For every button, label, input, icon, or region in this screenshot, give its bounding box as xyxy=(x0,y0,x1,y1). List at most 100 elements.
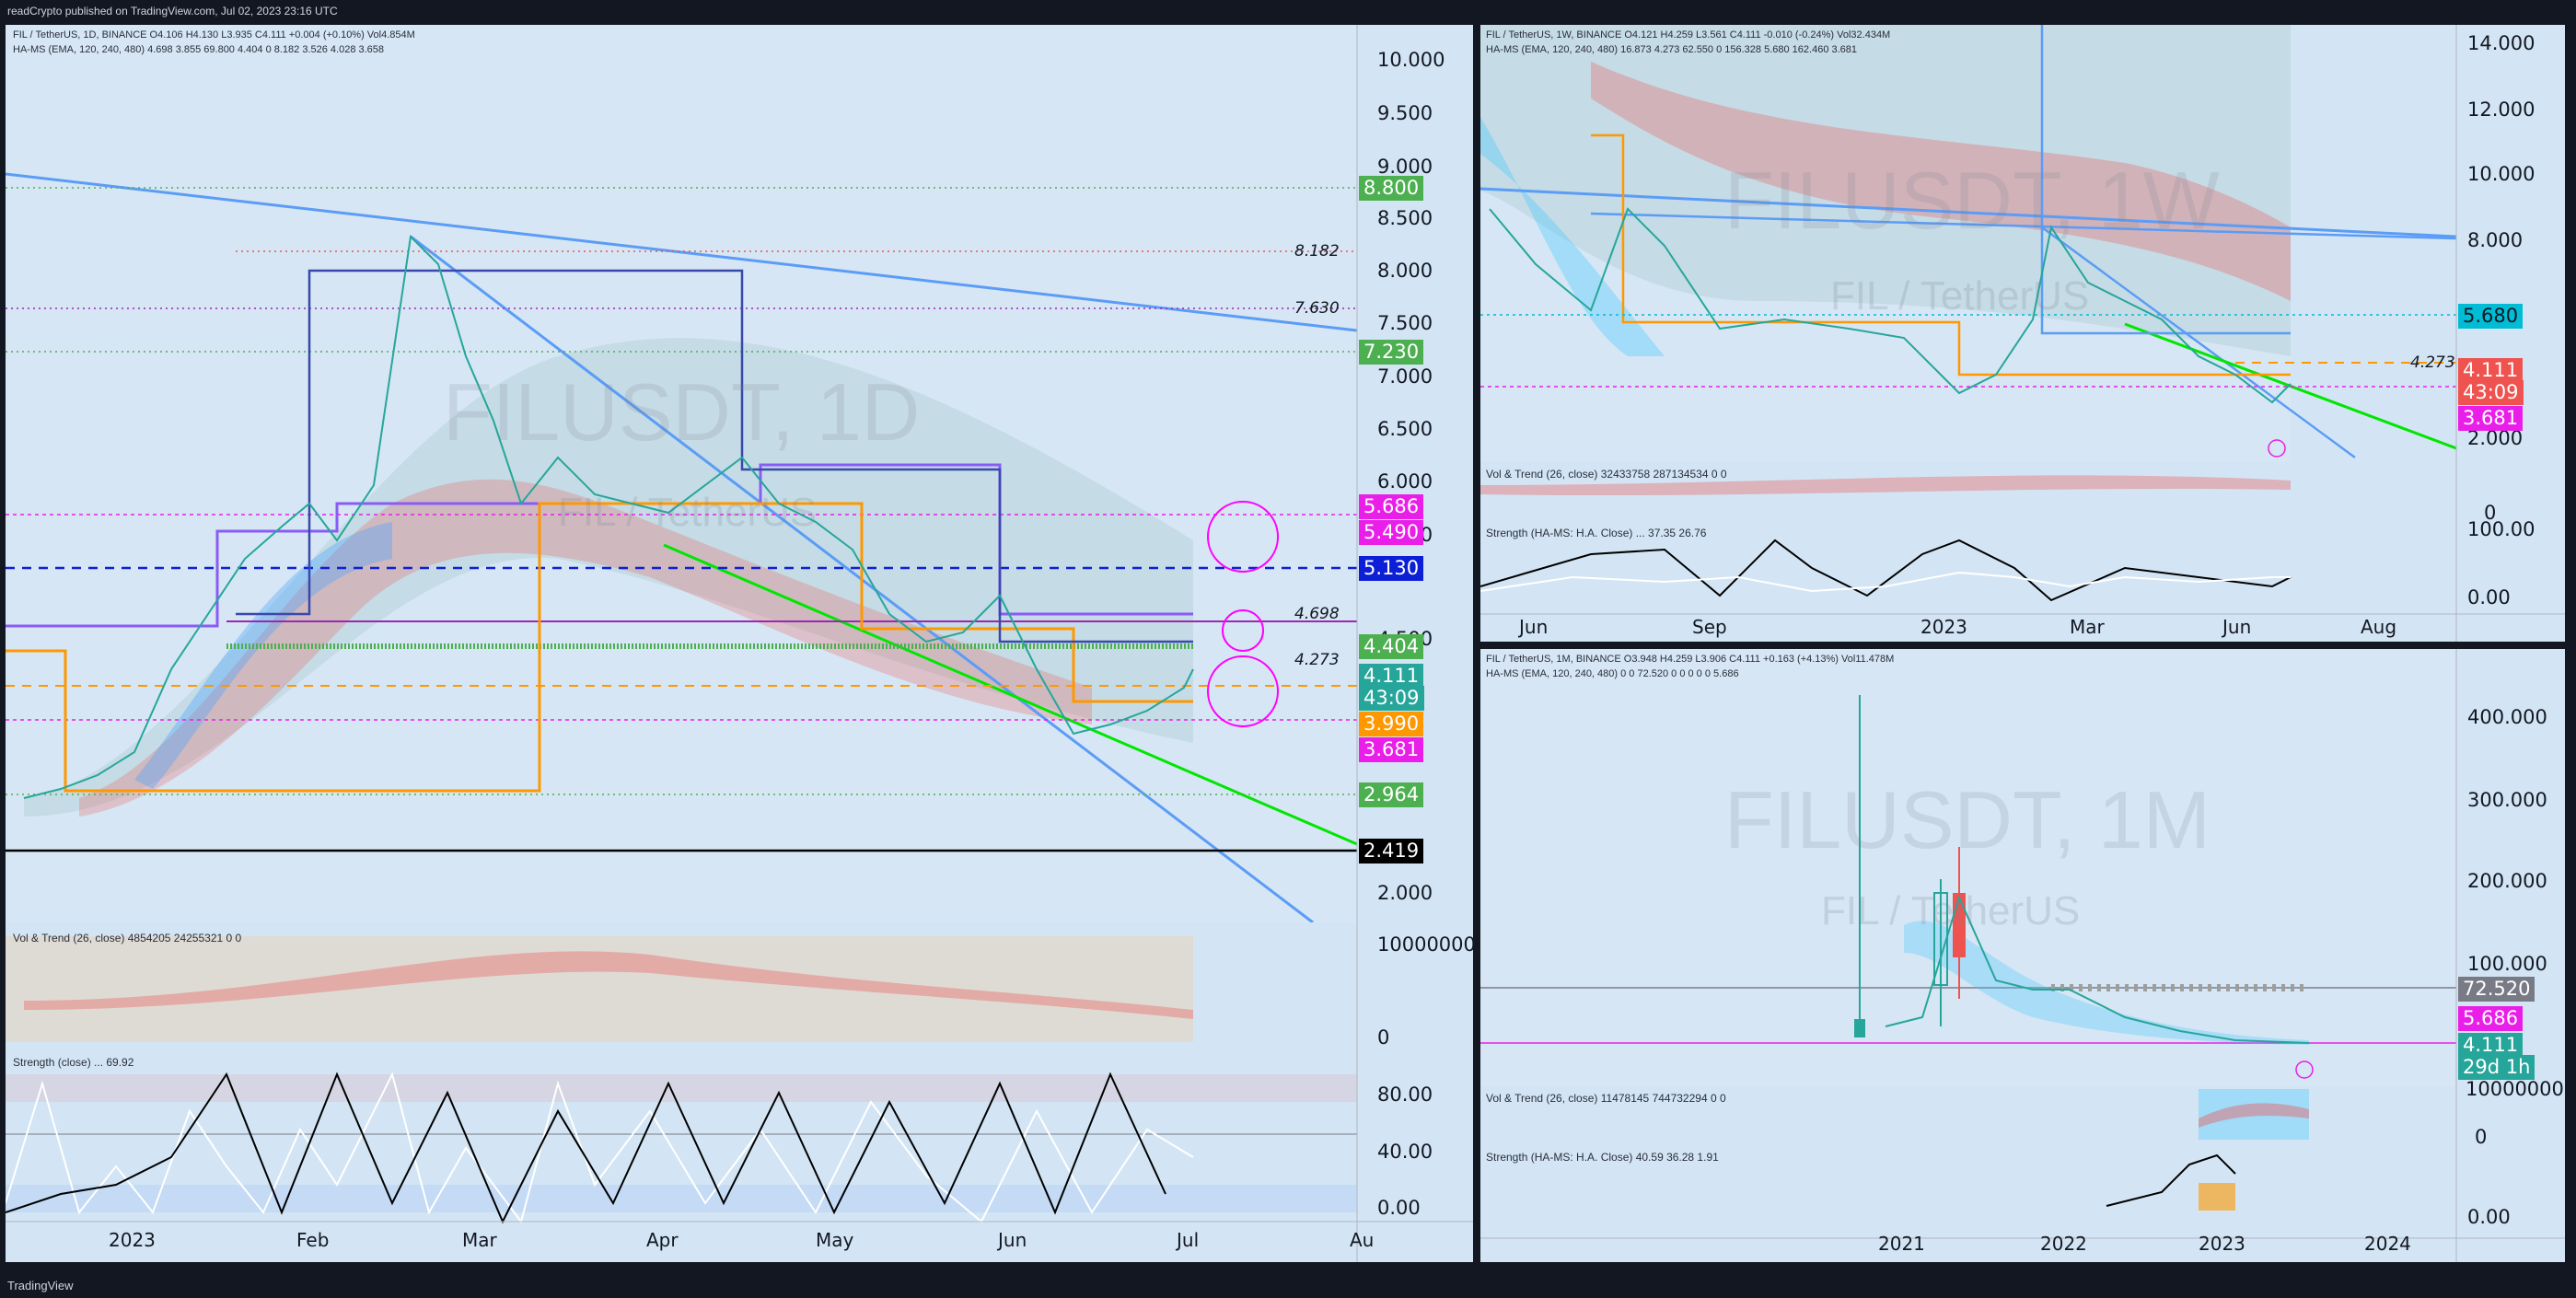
chart-1d-time-tick: 2023 xyxy=(109,1229,156,1251)
chart-1w-volume-label: Vol & Trend (26, close) 32433758 2871345… xyxy=(1486,468,1727,481)
tradingview-logo: TradingView xyxy=(7,1279,74,1292)
chart-1d-strength-axis: 0.00 xyxy=(1377,1197,1421,1219)
chart-1d-price-tag: 5.130 xyxy=(1359,556,1424,581)
chart-1w-level-label: 4.273 xyxy=(2410,353,2455,372)
chart-1m-price-tag: 5.686 xyxy=(2458,1006,2524,1031)
chart-1d-price-tag: 5.686 xyxy=(1359,494,1424,519)
chart-1m-strength-label: Strength (HA-MS: H.A. Close) 40.59 36.28… xyxy=(1486,1151,1719,1164)
chart-1w-time-tick: Jun xyxy=(2222,616,2252,638)
chart-1d-level-label: 7.630 xyxy=(1294,299,1340,318)
footer-bar: TradingView xyxy=(0,1272,2576,1298)
chart-1d-price-tag: 4.404 xyxy=(1359,634,1424,659)
chart-1m-time-tick: 2024 xyxy=(2364,1233,2411,1255)
chart-1d-price-tag: 2.419 xyxy=(1359,839,1424,863)
chart-1m-price-tag: 72.520 xyxy=(2458,977,2535,1002)
chart-1w-strength-axis: 100.00 xyxy=(2467,518,2535,540)
chart-1w-price-tag: 3.681 xyxy=(2458,406,2524,431)
chart-1m-volume-axis-max: 1000000000 xyxy=(2466,1078,2565,1100)
chart-1m-legend-symbol: FIL / TetherUS, 1M, BINANCE O3.948 H4.25… xyxy=(1486,654,1895,665)
chart-1m-countdown-tag: 29d 1h xyxy=(2458,1055,2535,1080)
chart-1d-price-tag: 8.800 xyxy=(1359,176,1424,201)
chart-1m-volume-label: Vol & Trend (26, close) 11478145 7447322… xyxy=(1486,1092,1726,1105)
chart-1d-strength-axis: 40.00 xyxy=(1377,1141,1433,1163)
chart-1m-watermark: FILUSDT, 1M xyxy=(1724,774,2211,865)
chart-1m-volume-axis-min: 0 xyxy=(2475,1126,2488,1148)
chart-1m-time-tick: 2022 xyxy=(2040,1233,2087,1255)
chart-1w-time-tick: Sep xyxy=(1692,616,1727,638)
chart-1d-price-tick: 9.000 xyxy=(1377,156,1433,178)
chart-1m-time-tick: 2023 xyxy=(2199,1233,2245,1255)
chart-1w-price-tag: 5.680 xyxy=(2458,304,2524,329)
chart-1d-strength-label: Strength (close) ... 69.92 xyxy=(13,1056,134,1069)
chart-1w-strength-axis: 0.00 xyxy=(2467,586,2511,608)
chart-1d-price-tick: 10.000 xyxy=(1377,49,1445,71)
chart-1d-price-tick: 6.000 xyxy=(1377,470,1433,493)
chart-1w-time-tick: Aug xyxy=(2361,616,2397,638)
chart-1m-price-tick: 200.000 xyxy=(2467,870,2547,892)
chart-1d-time-tick: May xyxy=(816,1229,854,1251)
chart-1d-watermark-sub: FIL / TetherUS xyxy=(558,490,818,535)
chart-1w-legend-symbol: FIL / TetherUS, 1W, BINANCE O4.121 H4.25… xyxy=(1486,29,1891,41)
chart-1w-time-tick: Jun xyxy=(1519,616,1549,638)
chart-1d-level-label: 4.273 xyxy=(1294,651,1340,669)
chart-1d-price-tick: 8.500 xyxy=(1377,207,1433,229)
chart-1d-countdown-tag: 43:09 xyxy=(1359,686,1424,711)
chart-1d-price-tag: 7.230 xyxy=(1359,340,1424,365)
chart-1w-price-tick: 12.000 xyxy=(2467,99,2535,121)
chart-1d-price-tag: 5.490 xyxy=(1359,520,1424,545)
chart-1d-strength-axis: 80.00 xyxy=(1377,1084,1433,1106)
chart-1m-legend-indicator: HA-MS (EMA, 120, 240, 480) 0 0 72.520 0 … xyxy=(1486,668,1739,679)
chart-1d-time-tick: Jun xyxy=(998,1229,1027,1251)
chart-1d-panel[interactable]: FIL / TetherUS, 1D, BINANCE O4.106 H4.13… xyxy=(6,25,1473,1262)
chart-1w-price-tick: 10.000 xyxy=(2467,163,2535,185)
chart-1m-canvas[interactable] xyxy=(1480,649,2565,1262)
chart-1w-canvas[interactable] xyxy=(1480,25,2565,642)
chart-1d-time-tick: Mar xyxy=(462,1229,497,1251)
chart-1d-time-tick: Feb xyxy=(296,1229,330,1251)
chart-1d-price-tag: 3.990 xyxy=(1359,712,1424,736)
chart-1d-price-tick: 2.000 xyxy=(1377,882,1433,904)
chart-1w-strength-label: Strength (HA-MS: H.A. Close) ... 37.35 2… xyxy=(1486,527,1707,539)
chart-1d-level-label: 8.182 xyxy=(1294,242,1340,261)
chart-1d-price-tick: 8.000 xyxy=(1377,260,1433,282)
chart-1d-time-tick: Au xyxy=(1350,1229,1375,1251)
chart-1w-price-tick: 2.000 xyxy=(2467,427,2524,449)
chart-1d-price-tick: 6.500 xyxy=(1377,418,1433,440)
chart-1w-price-tick: 0 xyxy=(2484,502,2497,524)
chart-1w-time-tick: 2023 xyxy=(1920,616,1967,638)
chart-1d-price-tick: 7.500 xyxy=(1377,312,1433,334)
chart-1d-volume-label: Vol & Trend (26, close) 4854205 24255321… xyxy=(13,932,242,945)
chart-1d-time-tick: Apr xyxy=(646,1229,679,1251)
chart-1d-legend-symbol: FIL / TetherUS, 1D, BINANCE O4.106 H4.13… xyxy=(13,29,415,41)
chart-1w-time-tick: Mar xyxy=(2070,616,2105,638)
chart-1d-price-tick: 9.500 xyxy=(1377,102,1433,124)
chart-1d-watermark: FILUSDT, 1D xyxy=(443,366,921,458)
chart-1m-time-tick: 2021 xyxy=(1878,1233,1925,1255)
chart-1d-price-tag: 2.964 xyxy=(1359,782,1424,807)
chart-1m-panel[interactable]: FIL / TetherUS, 1M, BINANCE O3.948 H4.25… xyxy=(1480,649,2565,1262)
chart-1m-price-tick: 300.000 xyxy=(2467,789,2547,811)
chart-1w-legend-indicator: HA-MS (EMA, 120, 240, 480) 16.873 4.273 … xyxy=(1486,44,1858,55)
chart-1d-price-tag: 3.681 xyxy=(1359,737,1424,762)
chart-1w-countdown-tag: 43:09 xyxy=(2458,380,2524,405)
chart-1w-price-tag: 4.111 xyxy=(2458,358,2524,383)
chart-1m-watermark-sub: FIL / TetherUS xyxy=(1821,888,2081,933)
chart-1d-price-tag: 4.111 xyxy=(1359,664,1424,689)
publish-line: readCrypto published on TradingView.com,… xyxy=(7,5,338,17)
chart-1d-legend-indicator: HA-MS (EMA, 120, 240, 480) 4.698 3.855 6… xyxy=(13,44,385,55)
chart-1m-strength-axis: 0.00 xyxy=(2467,1206,2511,1228)
chart-1d-price-tick: 7.000 xyxy=(1377,365,1433,388)
chart-1w-price-tick: 14.000 xyxy=(2467,32,2535,54)
chart-1d-level-label: 4.698 xyxy=(1294,605,1340,623)
chart-1w-watermark-sub: FIL / TetherUS xyxy=(1830,273,2090,319)
chart-1m-price-tick: 400.000 xyxy=(2467,706,2547,728)
chart-1m-price-tick: 100.000 xyxy=(2467,953,2547,975)
chart-1w-watermark: FILUSDT, 1W xyxy=(1724,155,2220,246)
chart-1w-price-tick: 8.000 xyxy=(2467,229,2524,251)
chart-1m-price-tag: 4.111 xyxy=(2458,1033,2524,1058)
publish-header: readCrypto published on TradingView.com,… xyxy=(0,0,2576,24)
chart-1d-volume-axis-min: 0 xyxy=(1377,1026,1390,1049)
chart-1d-canvas[interactable] xyxy=(6,25,1473,1262)
chart-1w-panel[interactable]: FIL / TetherUS, 1W, BINANCE O4.121 H4.25… xyxy=(1480,25,2565,642)
chart-1d-time-tick: Jul xyxy=(1177,1229,1200,1251)
